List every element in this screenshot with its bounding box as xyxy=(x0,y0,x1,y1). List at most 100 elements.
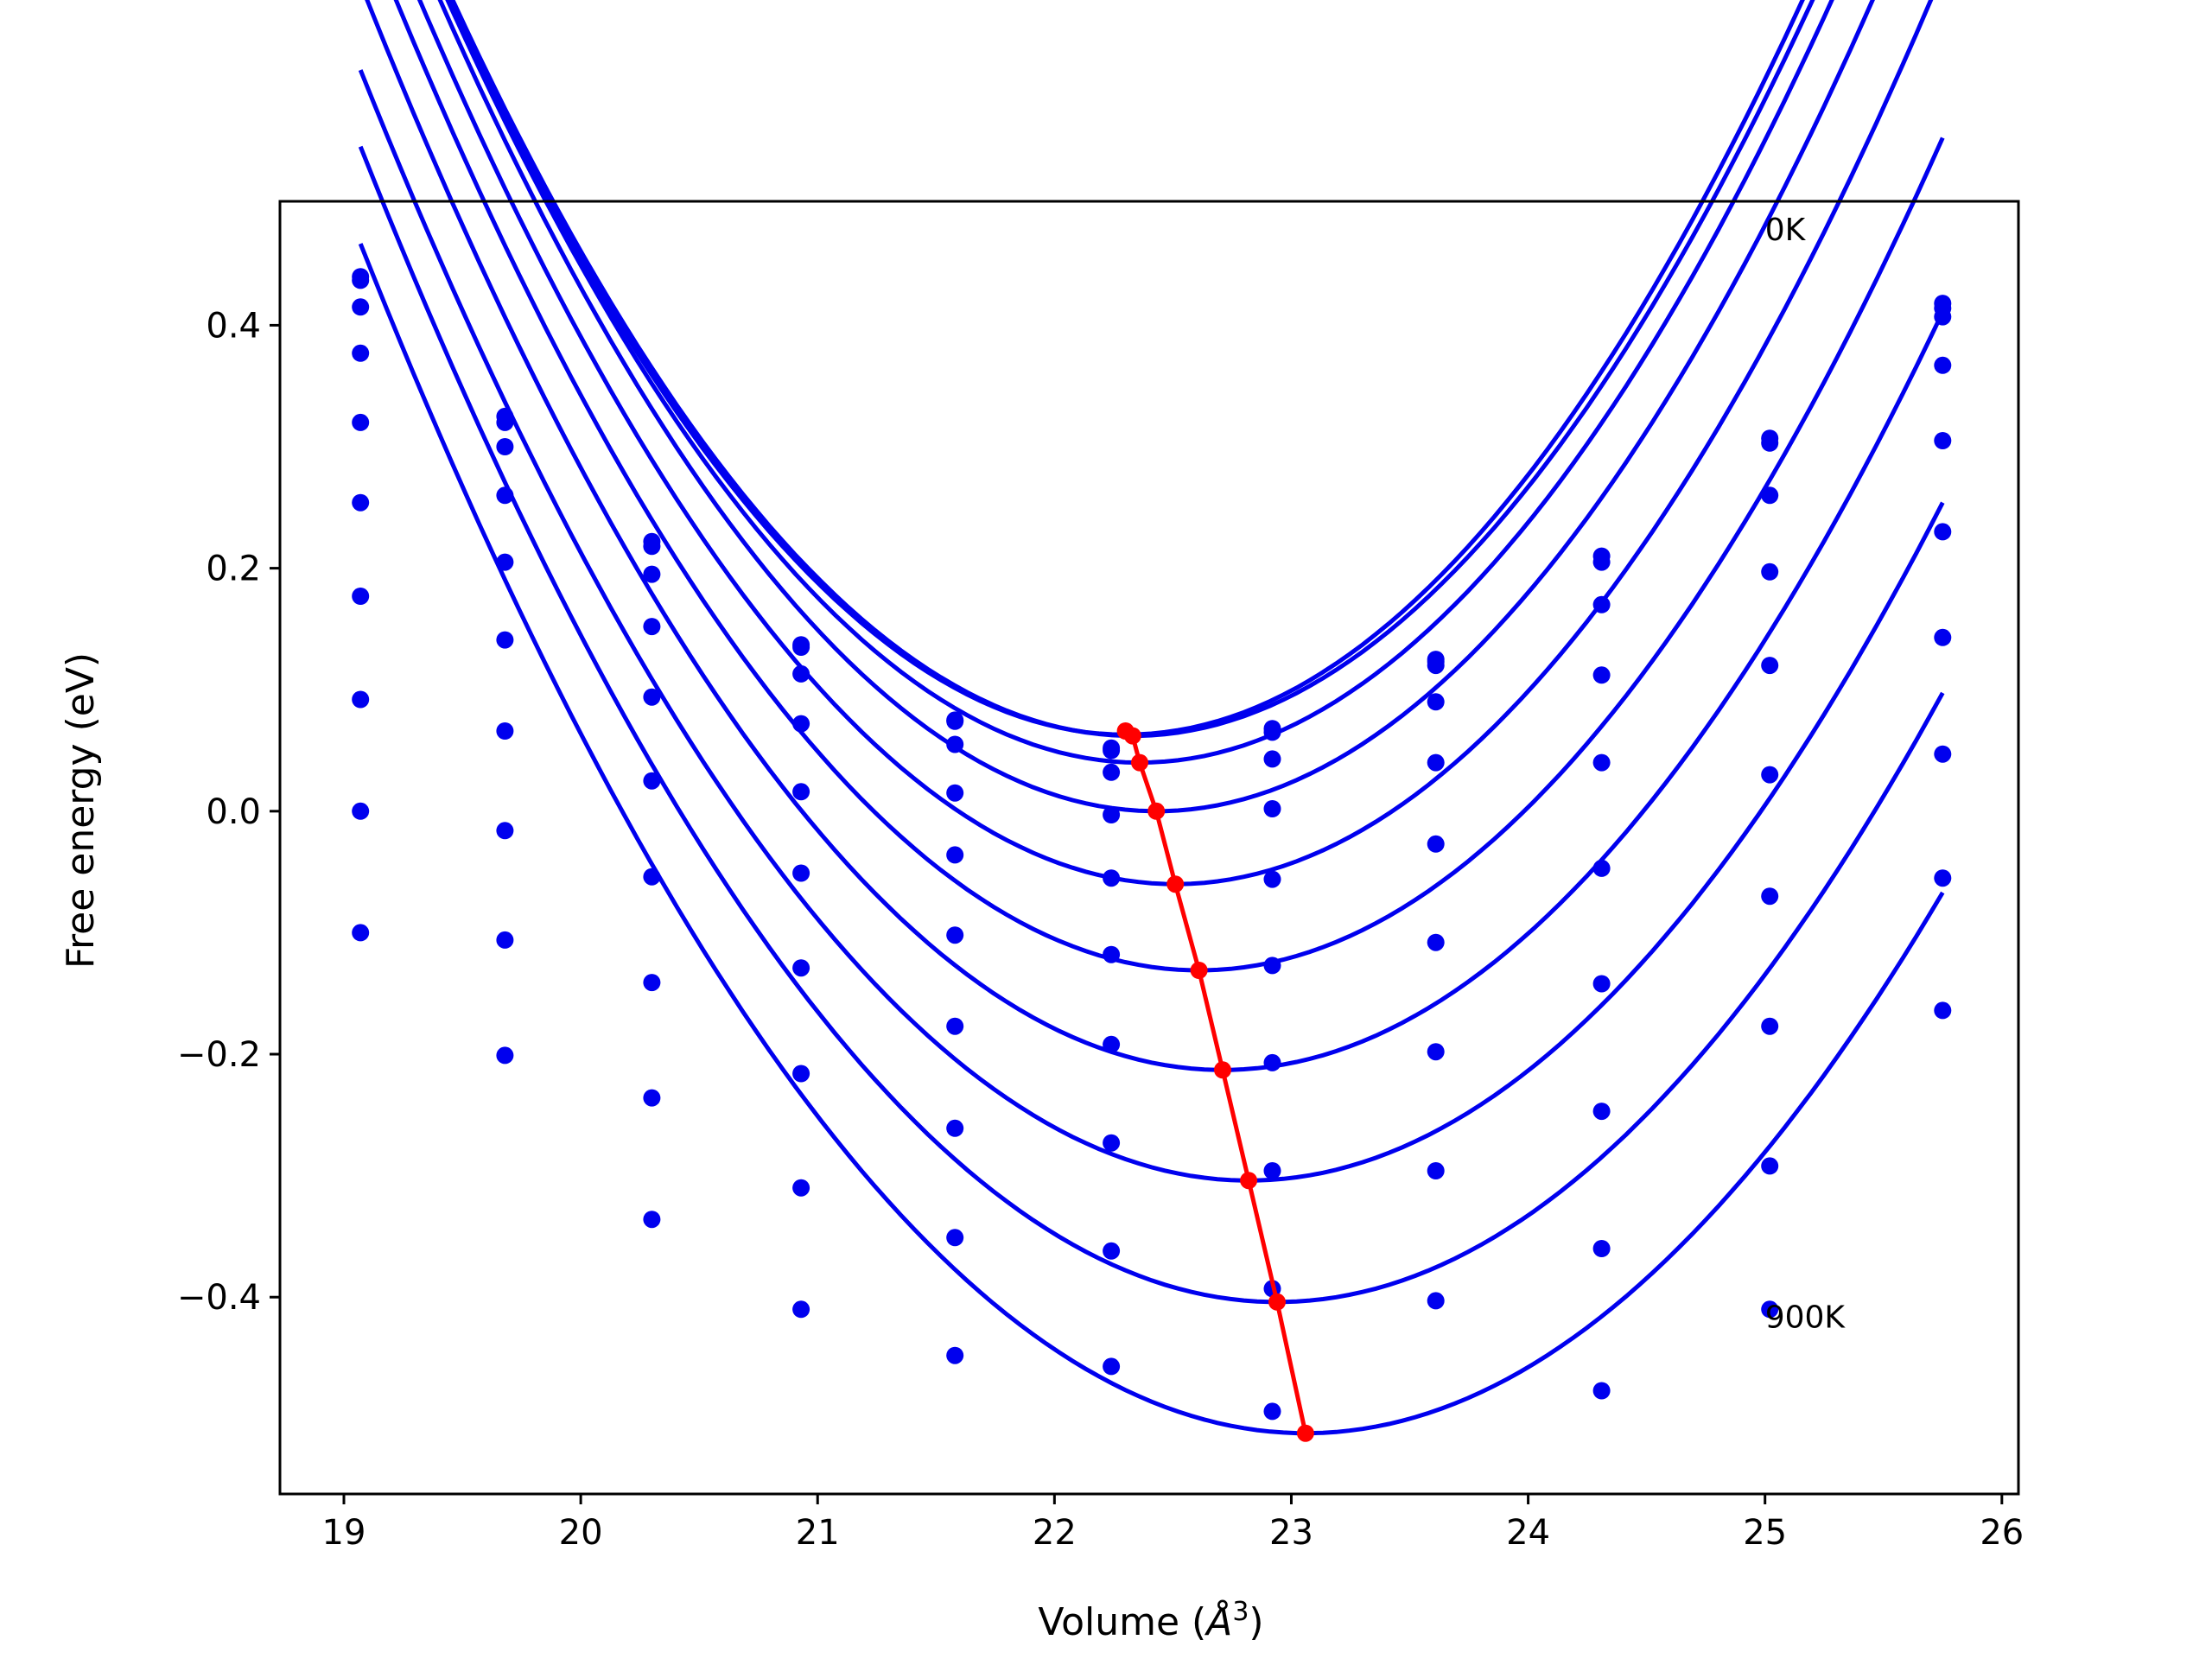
data-point-3-3 xyxy=(792,715,810,733)
fit-curve-1 xyxy=(450,0,1815,739)
data-point-6-0 xyxy=(352,588,370,605)
data-point-6-2 xyxy=(643,868,661,886)
minimum-line xyxy=(1116,722,1314,1442)
y-tick-label-0: −0.4 xyxy=(177,1278,261,1318)
data-point-1-0 xyxy=(352,271,370,289)
data-point-9-2 xyxy=(643,1211,661,1229)
data-point-8-1 xyxy=(496,931,514,949)
y-axis-ticks: −0.4 −0.2 0.0 0.2 0.4 xyxy=(177,306,280,1318)
data-point-2-2 xyxy=(643,565,661,583)
data-point-4-9 xyxy=(1761,657,1779,675)
data-point-7-2 xyxy=(643,974,661,992)
data-point-7-9 xyxy=(1761,1017,1779,1035)
data-points xyxy=(352,268,1952,1421)
x-tick-label-4: 23 xyxy=(1269,1513,1313,1553)
data-point-4-7 xyxy=(1427,753,1445,772)
data-point-6-7 xyxy=(1427,933,1445,951)
data-point-5-2 xyxy=(643,772,661,790)
data-point-9-0 xyxy=(352,924,370,942)
fit-curves xyxy=(358,0,1945,1436)
data-point-1-3 xyxy=(792,639,810,656)
fit-curve-4 xyxy=(416,0,1934,887)
x-axis-label: Volume (Å3) xyxy=(1038,1597,1263,1645)
data-point-6-1 xyxy=(496,722,514,740)
data-point-6-4 xyxy=(946,1017,964,1035)
data-point-5-8 xyxy=(1592,859,1611,877)
data-point-7-8 xyxy=(1592,1103,1611,1121)
data-point-4-2 xyxy=(643,688,661,706)
fit-curve-7 xyxy=(358,69,1945,1183)
data-point-7-1 xyxy=(496,822,514,840)
minimum-point-8 xyxy=(1268,1293,1286,1311)
x-tick-label-2: 21 xyxy=(796,1513,840,1553)
data-point-3-1 xyxy=(496,486,514,505)
data-point-9-5 xyxy=(1103,1357,1121,1376)
annotations: 0K 900K xyxy=(1765,213,1847,1335)
annotation-0: 0K xyxy=(1765,213,1807,248)
data-point-3-5 xyxy=(1103,806,1121,823)
minimum-point-5 xyxy=(1190,962,1208,979)
data-point-7-0 xyxy=(352,690,370,709)
data-point-5-6 xyxy=(1263,957,1281,975)
data-point-9-4 xyxy=(946,1346,964,1364)
data-point-8-7 xyxy=(1427,1162,1445,1179)
minimum-point-9 xyxy=(1296,1424,1314,1442)
x-tick-label-7: 26 xyxy=(1980,1513,2024,1553)
x-tick-label-6: 25 xyxy=(1743,1513,1787,1553)
data-point-6-6 xyxy=(1263,1053,1281,1071)
data-point-7-3 xyxy=(792,1065,810,1083)
data-point-7-7 xyxy=(1427,1043,1445,1061)
data-point-2-7 xyxy=(1427,657,1445,675)
data-point-5-7 xyxy=(1427,835,1445,853)
data-point-5-4 xyxy=(946,926,964,944)
data-point-2-3 xyxy=(792,664,810,683)
minimum-point-4 xyxy=(1166,875,1185,893)
data-point-7-10 xyxy=(1934,745,1952,763)
data-point-9-10 xyxy=(1934,1001,1952,1020)
data-point-9-6 xyxy=(1263,1402,1281,1421)
data-point-7-5 xyxy=(1103,1134,1121,1152)
data-point-5-5 xyxy=(1103,945,1121,963)
data-point-6-9 xyxy=(1761,887,1779,906)
data-point-8-10 xyxy=(1934,869,1952,887)
minimum-point-6 xyxy=(1214,1061,1231,1079)
data-point-1-5 xyxy=(1103,741,1121,760)
data-point-1-2 xyxy=(643,537,661,556)
plot-frame xyxy=(278,200,2020,1496)
data-point-2-9 xyxy=(1761,486,1779,505)
data-point-3-10 xyxy=(1934,356,1952,374)
fit-curve-2 xyxy=(445,0,1834,766)
minimum-point-2 xyxy=(1131,753,1148,772)
fit-curve-9 xyxy=(358,243,1945,1436)
data-point-4-0 xyxy=(352,413,370,431)
data-point-9-8 xyxy=(1592,1382,1611,1400)
y-tick-label-1: −0.2 xyxy=(177,1035,261,1075)
data-point-1-6 xyxy=(1263,723,1281,741)
data-point-3-8 xyxy=(1592,666,1611,684)
data-point-3-4 xyxy=(946,784,964,802)
data-point-3-2 xyxy=(643,618,661,636)
data-point-4-4 xyxy=(946,846,964,864)
data-point-1-1 xyxy=(496,413,514,431)
data-point-4-1 xyxy=(496,553,514,571)
y-tick-label-3: 0.2 xyxy=(206,550,261,589)
data-point-2-5 xyxy=(1103,763,1121,781)
data-point-5-10 xyxy=(1934,523,1952,541)
data-point-8-4 xyxy=(946,1229,964,1247)
data-point-3-6 xyxy=(1263,800,1281,817)
data-point-8-8 xyxy=(1592,1240,1611,1257)
data-point-4-10 xyxy=(1934,432,1952,449)
x-tick-label-3: 22 xyxy=(1033,1513,1077,1553)
minimum-point-1 xyxy=(1123,727,1141,745)
minimum-point-3 xyxy=(1147,802,1166,820)
data-point-5-3 xyxy=(792,864,810,882)
data-point-9-3 xyxy=(792,1300,810,1319)
x-tick-label-1: 20 xyxy=(559,1513,603,1553)
data-point-4-8 xyxy=(1592,753,1611,772)
data-point-2-0 xyxy=(352,298,370,316)
data-point-1-8 xyxy=(1592,553,1611,571)
data-point-7-4 xyxy=(946,1119,964,1137)
minimum-point-7 xyxy=(1240,1172,1258,1190)
